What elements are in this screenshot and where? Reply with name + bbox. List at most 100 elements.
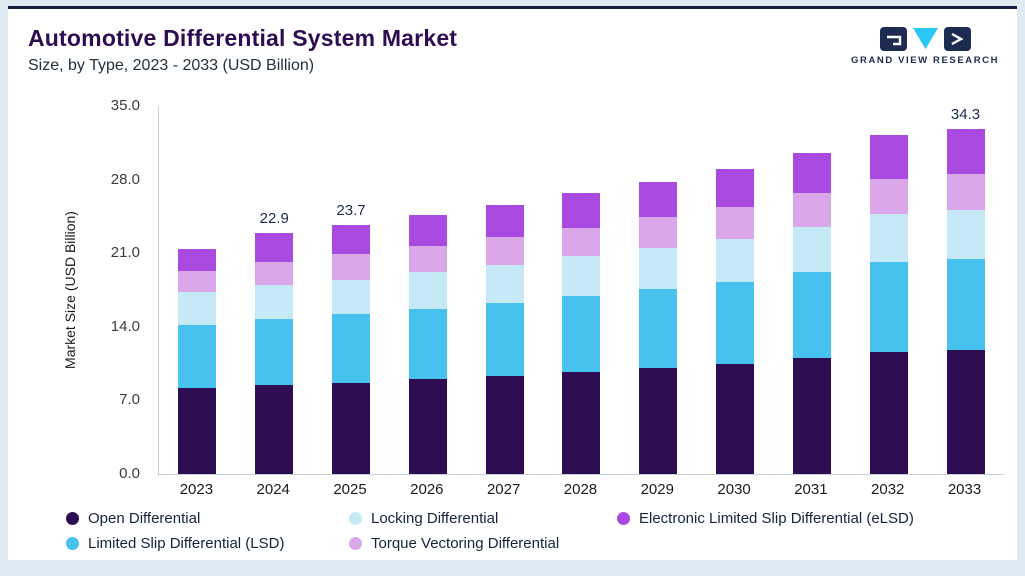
bar-2023 (159, 106, 236, 474)
logo-text: GRAND VIEW RESEARCH (851, 55, 1000, 66)
bar-segment (408, 245, 447, 273)
legend-label: Locking Differential (371, 510, 499, 527)
bar-segment (869, 261, 908, 353)
bar-2030 (697, 106, 774, 474)
bar-segment (562, 372, 601, 474)
bar-segment (332, 224, 371, 255)
bar-segment (255, 284, 294, 320)
bar-segment (255, 261, 294, 285)
legend-dot-icon (66, 537, 79, 550)
bar-segment (946, 350, 985, 474)
bar-segment (408, 308, 447, 380)
bar-segment (485, 302, 524, 377)
bar-segment (869, 178, 908, 215)
bar-segment (562, 256, 601, 297)
legend-item: Locking Differential (349, 510, 617, 527)
bar-segment (946, 174, 985, 211)
x-tick-label: 2023 (179, 481, 214, 498)
bar-2027 (466, 106, 543, 474)
page-title: Automotive Differential System Market (28, 25, 458, 51)
bar-total-label: 22.9 (259, 210, 289, 228)
legend-item: Torque Vectoring Differential (349, 535, 617, 552)
logo-g-mark-icon (879, 27, 907, 51)
legend-item: Limited Slip Differential (LSD) (66, 535, 349, 552)
bar-segment (485, 237, 524, 265)
legend-label: Open Differential (88, 510, 201, 527)
bar-segment (946, 129, 985, 175)
header: Automotive Differential System Market Si… (28, 25, 457, 75)
x-tick-label: 2024 (256, 481, 290, 498)
bar-2024: 22.9 (236, 106, 313, 474)
plot-area: 22.9 23.7 34.3 (158, 106, 1004, 475)
bar-segment (332, 254, 371, 280)
bar-segment (408, 272, 447, 309)
bar-segment (792, 153, 831, 194)
bar-segment (178, 324, 217, 388)
legend-item: Open Differential (66, 510, 349, 527)
bar-segment (255, 233, 294, 262)
bar-segment (178, 292, 217, 325)
legend-dot-icon (349, 512, 362, 525)
bar-segment (485, 376, 524, 474)
y-axis: 0.0 7.0 14.0 21.0 28.0 35.0 (92, 97, 148, 482)
legend-item: Electronic Limited Slip Differential (eL… (617, 510, 997, 527)
bar-segment (869, 135, 908, 179)
bar-segment (716, 169, 755, 207)
bar-segment (408, 379, 447, 474)
y-axis-title: Market Size (USD Billion) (62, 211, 78, 369)
bar-segment (255, 319, 294, 385)
y-tick-label: 35.0 (110, 97, 140, 114)
chart-legend: Open Differential Locking Differential Ele… (66, 510, 997, 552)
bar-2025: 23.7 (313, 106, 390, 474)
bar-segment (639, 181, 678, 218)
bar-segment (255, 384, 294, 474)
logo-triangle-icon (912, 28, 938, 49)
x-tick-label: 2031 (794, 481, 828, 498)
bar-segment (716, 206, 755, 239)
bar-segment (562, 228, 601, 257)
x-tick-label: 2026 (410, 481, 444, 498)
grand-view-research-logo: GRAND VIEW RESEARCH (851, 27, 999, 66)
x-tick-label: 2027 (486, 481, 521, 498)
x-tick-label: 2033 (947, 481, 982, 498)
legend-dot-icon (66, 512, 79, 525)
legend-label: Torque Vectoring Differential (371, 535, 560, 552)
bar-total-label: 23.7 (336, 201, 366, 219)
bar-segment (716, 363, 755, 474)
y-tick-label: 7.0 (119, 391, 140, 409)
bar-segment (178, 387, 217, 474)
bar-segment (485, 204, 524, 238)
bar-segment (332, 382, 371, 474)
bar-segment (639, 367, 678, 474)
bar-segment (792, 272, 831, 359)
legend-label: Limited Slip Differential (LSD) (88, 535, 285, 552)
bar-segment (792, 358, 831, 474)
y-tick-label: 0.0 (119, 465, 140, 482)
y-tick-label: 28.0 (110, 170, 140, 188)
bar-segment (946, 258, 985, 351)
page-subtitle: Size, by Type, 2023 - 2033 (USD Billion) (28, 57, 315, 74)
bar-segment (946, 210, 985, 259)
bar-segment (562, 193, 601, 228)
bar-segment (792, 226, 831, 273)
bar-segment (716, 281, 755, 364)
bar-2031 (774, 106, 851, 474)
bar-segment (869, 352, 908, 474)
legend-dot-icon (617, 512, 630, 525)
bar-segment (562, 296, 601, 373)
x-axis: 2023 2024 2025 2026 2027 2028 2029 2030 2031 2032… (158, 481, 1003, 498)
bar-2032 (850, 106, 927, 474)
bar-segment (485, 264, 524, 303)
bar-segment (792, 193, 831, 227)
bar-segment (408, 215, 447, 246)
y-tick-label: 21.0 (110, 244, 140, 262)
x-tick-label: 2030 (717, 481, 751, 498)
bar-segment (716, 238, 755, 282)
logo-glyphs (851, 27, 999, 51)
legend-label: Electronic Limited Slip Differential (eL… (639, 510, 914, 527)
bar-segment (869, 214, 908, 262)
x-tick-label: 2029 (640, 481, 674, 498)
bar-total-label: 34.3 (950, 106, 981, 124)
x-tick-label: 2032 (871, 481, 905, 498)
bar-segment (178, 249, 217, 272)
